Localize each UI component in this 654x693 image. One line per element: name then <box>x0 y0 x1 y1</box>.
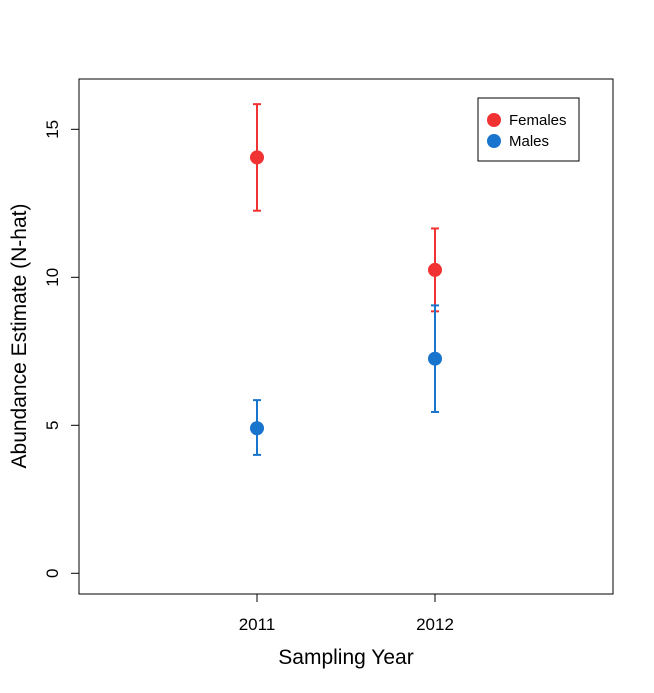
x-axis: 2011 2012 <box>239 593 454 634</box>
y-tick-label: 5 <box>43 421 62 430</box>
legend-label: Females <box>509 112 567 129</box>
legend-label: Males <box>509 133 549 150</box>
data-point <box>428 351 442 366</box>
data-point <box>250 150 264 165</box>
y-tick-label: 0 <box>43 569 62 578</box>
data-point <box>428 262 442 277</box>
legend-box <box>477 97 580 162</box>
x-axis-label: Sampling Year <box>278 646 413 669</box>
y-axis: 0 5 10 15 <box>43 120 80 578</box>
legend-marker <box>487 113 501 127</box>
legend: Females Males <box>477 97 580 162</box>
legend-marker <box>487 134 501 148</box>
data-marks <box>250 103 442 456</box>
y-tick-label: 15 <box>43 120 62 139</box>
x-tick-label: 2011 <box>239 615 276 634</box>
data-point <box>250 421 264 436</box>
y-tick-label: 10 <box>43 268 62 287</box>
x-tick-label: 2012 <box>416 615 454 634</box>
y-axis-label: Abundance Estimate (N-hat) <box>8 204 31 469</box>
